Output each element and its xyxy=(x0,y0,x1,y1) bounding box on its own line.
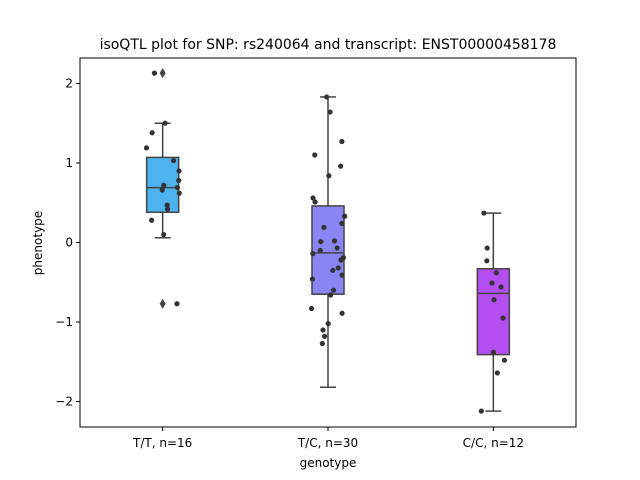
data-point xyxy=(484,245,490,251)
data-point xyxy=(312,199,318,205)
data-point xyxy=(162,120,168,126)
data-point xyxy=(339,310,345,316)
data-point xyxy=(490,349,496,355)
x-tick-label: T/T, n=16 xyxy=(132,436,192,450)
y-tick-label: 2 xyxy=(65,76,73,90)
y-tick-label: −1 xyxy=(55,315,73,329)
data-point xyxy=(312,152,318,158)
data-point xyxy=(161,231,167,238)
data-point xyxy=(164,206,171,212)
data-point xyxy=(176,168,182,174)
data-point xyxy=(484,258,490,264)
data-point xyxy=(334,245,340,251)
data-point xyxy=(338,257,344,263)
data-point xyxy=(326,173,332,179)
data-point xyxy=(159,187,165,193)
data-point xyxy=(335,265,341,271)
data-point xyxy=(339,138,345,145)
data-point xyxy=(143,145,150,151)
data-point xyxy=(327,109,333,115)
data-point xyxy=(489,280,495,286)
data-point xyxy=(330,287,337,293)
data-point xyxy=(319,340,325,347)
data-point xyxy=(318,239,324,245)
data-point xyxy=(317,247,323,254)
data-point xyxy=(331,238,338,244)
data-point xyxy=(320,327,326,333)
outlier-marker xyxy=(159,68,166,79)
data-point xyxy=(339,272,345,278)
data-point xyxy=(164,202,170,208)
data-point xyxy=(176,177,182,184)
data-point xyxy=(149,130,155,136)
y-tick-label: 1 xyxy=(65,156,73,170)
data-point xyxy=(494,370,500,376)
data-point xyxy=(308,305,315,312)
data-point xyxy=(500,315,506,321)
x-tick-label: C/C, n=12 xyxy=(463,436,524,450)
data-point xyxy=(321,333,328,339)
data-point xyxy=(325,321,331,327)
data-point xyxy=(161,182,167,188)
data-point xyxy=(321,224,327,230)
data-point xyxy=(310,251,316,257)
data-point xyxy=(491,297,497,303)
data-point xyxy=(149,217,155,223)
data-point xyxy=(501,357,508,363)
data-point xyxy=(309,276,315,282)
y-tick-label: 0 xyxy=(65,236,73,250)
data-point xyxy=(481,210,487,216)
data-point xyxy=(174,185,180,191)
data-point xyxy=(174,301,180,307)
outlier-marker xyxy=(159,298,166,309)
data-point xyxy=(330,267,336,273)
y-axis-label: phenotype xyxy=(31,211,45,275)
data-point xyxy=(324,94,330,100)
data-point xyxy=(310,195,316,201)
data-point xyxy=(338,163,344,169)
data-point xyxy=(151,70,158,76)
box xyxy=(311,205,345,295)
data-point xyxy=(478,408,484,414)
chart-title: isoQTL plot for SNP: rs240064 and transc… xyxy=(100,37,557,53)
data-point xyxy=(493,270,499,276)
x-axis-label: genotype xyxy=(300,456,357,470)
data-point xyxy=(498,284,504,290)
data-point xyxy=(342,213,348,219)
data-point xyxy=(176,190,182,196)
y-tick-label: −2 xyxy=(55,395,73,409)
data-point xyxy=(339,220,345,227)
data-point xyxy=(328,292,334,298)
data-point xyxy=(170,157,177,164)
x-tick-label: T/C, n=30 xyxy=(297,436,358,450)
